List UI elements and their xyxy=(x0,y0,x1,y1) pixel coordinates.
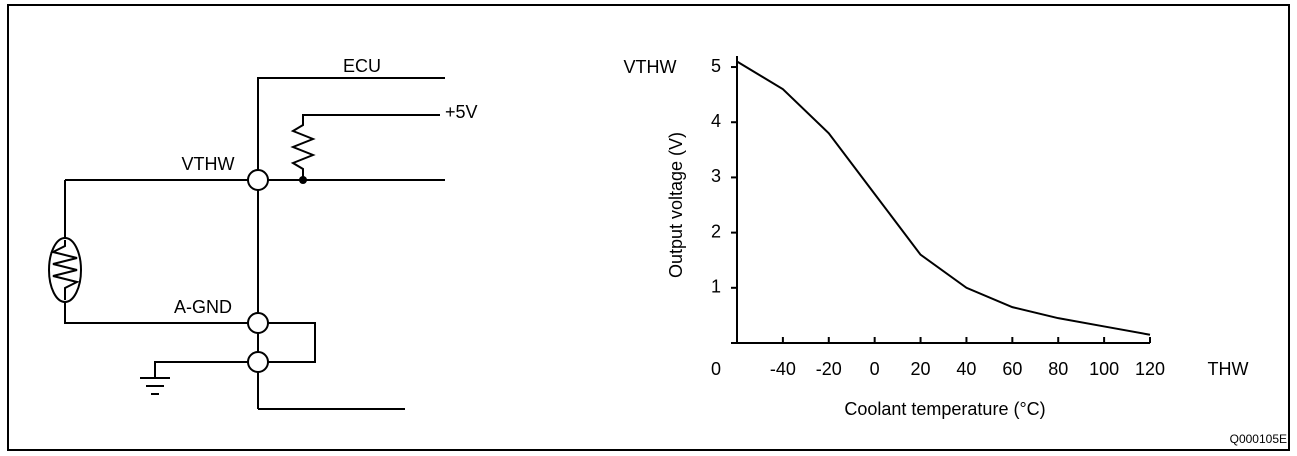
x-tick-label: 60 xyxy=(1002,359,1022,379)
x-tick-label: 80 xyxy=(1048,359,1068,379)
terminal xyxy=(247,169,269,191)
frame xyxy=(7,4,1290,451)
figure-id: Q000105E xyxy=(1230,432,1287,446)
ecu-wire xyxy=(257,77,445,410)
thermistor-element xyxy=(50,240,80,300)
label: A-GND xyxy=(174,297,232,317)
y-tick-label: 4 xyxy=(711,111,721,131)
x-tick-label: -20 xyxy=(816,359,842,379)
y-axis-label: Output voltage (V) xyxy=(666,132,686,278)
label: +5V xyxy=(445,102,478,122)
x-tick-label: 40 xyxy=(956,359,976,379)
pullup-resistor xyxy=(290,114,440,180)
y-tick-label: 2 xyxy=(711,221,721,241)
x-tick-label: 0 xyxy=(870,359,880,379)
label: ECU xyxy=(343,56,381,76)
x-tick-label: -40 xyxy=(770,359,796,379)
y-tick-label: 3 xyxy=(711,166,721,186)
axes xyxy=(736,56,1150,344)
curve xyxy=(736,60,1151,336)
thermistor xyxy=(48,237,82,303)
y-unit-label: VTHW xyxy=(624,57,677,77)
terminal xyxy=(247,351,269,373)
circuit: ECU +5V VTHW A-GND xyxy=(48,56,478,410)
terminal xyxy=(247,312,269,334)
y-tick-label: 1 xyxy=(711,277,721,297)
label: VTHW xyxy=(182,154,235,174)
x-tick-label: 100 xyxy=(1089,359,1119,379)
x-tick-label: 20 xyxy=(911,359,931,379)
y-tick-label: 0 xyxy=(711,359,721,379)
x-axis-label: Coolant temperature (°C) xyxy=(844,399,1045,419)
x-unit-label: THW xyxy=(1208,359,1249,379)
y-tick-label: 5 xyxy=(711,56,721,76)
x-tick-label: 120 xyxy=(1135,359,1165,379)
junction xyxy=(299,176,307,184)
